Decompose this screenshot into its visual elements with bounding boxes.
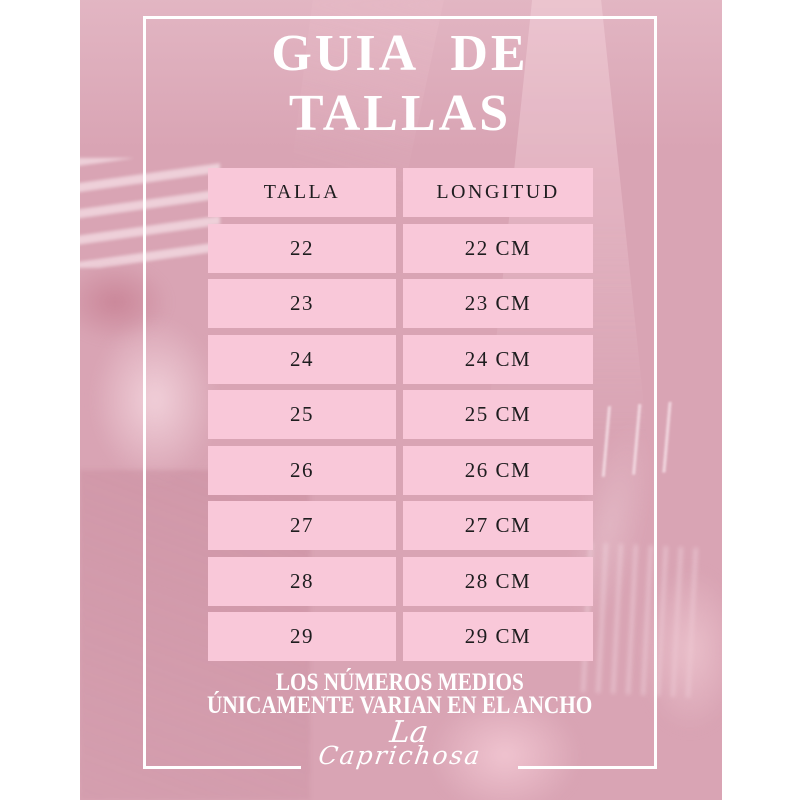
talla-cell: 25 <box>208 390 396 439</box>
table-header-row: TALLA LONGITUD <box>208 168 593 217</box>
longitud-cell: 28 CM <box>403 556 593 606</box>
photo-sneaker-sole-stripes <box>80 158 220 268</box>
longitud-cell: 29 CM <box>403 612 593 661</box>
table-row: 23 23 CM <box>208 279 593 328</box>
longitud-cell: 26 CM <box>403 445 593 495</box>
table-row: 29 29 CM <box>208 612 593 661</box>
table-row: 27 27 CM <box>208 501 593 550</box>
table-row: 22 22 CM <box>208 223 593 273</box>
talla-cell: 24 <box>208 334 396 384</box>
talla-cell: 28 <box>208 556 396 606</box>
longitud-cell: 22 CM <box>403 223 593 273</box>
frame-border-bottom-left-segment <box>143 766 301 769</box>
talla-cell: 27 <box>208 501 396 550</box>
frame-border-bottom-right-segment <box>518 766 657 769</box>
brand-logo-line-2: Caprichosa <box>316 741 484 770</box>
table-row: 25 25 CM <box>208 390 593 439</box>
footer-note-line-2: ÚNICAMENTE VARIAN EN EL ANCHO <box>207 691 593 719</box>
talla-header-cell: TALLA <box>208 168 396 217</box>
brand-logo: La Caprichosa <box>143 715 657 770</box>
longitud-cell: 24 CM <box>403 334 593 384</box>
longitud-cell: 27 CM <box>403 501 593 550</box>
frame-border-top <box>143 16 657 19</box>
talla-cell: 22 <box>208 223 396 273</box>
talla-cell: 29 <box>208 612 396 661</box>
table-row: 26 26 CM <box>208 445 593 495</box>
photo-toes-shadow <box>80 262 170 342</box>
longitud-header-cell: LONGITUD <box>403 168 593 217</box>
longitud-cell: 23 CM <box>403 279 593 328</box>
frame-border-left <box>143 16 146 769</box>
talla-cell: 23 <box>208 279 396 328</box>
talla-cell: 26 <box>208 445 396 495</box>
title-line-2: TALLAS <box>288 85 512 142</box>
footer-note: LOS NÚMEROS MEDIOS ÚNICAMENTE VARIAN EN … <box>143 669 657 719</box>
longitud-cell: 25 CM <box>403 390 593 439</box>
table-row: 28 28 CM <box>208 556 593 606</box>
size-table: TALLA LONGITUD 22 22 CM 23 23 CM 24 24 C… <box>208 168 593 668</box>
frame-border-right <box>654 16 657 769</box>
footer-note-line-1: LOS NÚMEROS MEDIOS <box>276 669 524 696</box>
title-line-1: GUIA DE <box>271 25 529 82</box>
page-title: GUIA DE TALLAS <box>143 24 657 144</box>
table-row: 24 24 CM <box>208 334 593 384</box>
